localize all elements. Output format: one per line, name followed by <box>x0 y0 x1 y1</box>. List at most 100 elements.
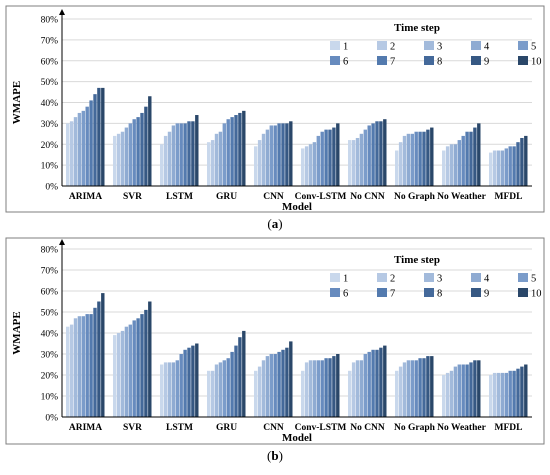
x-axis-label: Model <box>282 201 312 213</box>
bar-arima-step-8 <box>93 94 97 186</box>
legend-label-8: 8 <box>437 57 442 68</box>
x-tick-label: LSTM <box>166 192 193 202</box>
bar-cnn-step-6 <box>273 125 277 186</box>
bar-no-graph-step-3 <box>402 362 407 417</box>
bar-svr-step-4 <box>124 127 129 186</box>
y-tick-label: 30% <box>41 120 59 130</box>
y-axis-arrow <box>59 239 65 245</box>
bar-svr-step-9 <box>144 309 148 417</box>
bar-lstm-step-10 <box>195 343 199 417</box>
bar-mfdl-step-1 <box>489 152 493 186</box>
y-tick-label: 20% <box>41 141 59 151</box>
bar-mfdl-step-3 <box>496 150 501 186</box>
bar-mfdl-step-5 <box>504 372 508 417</box>
bar-no-graph-step-6 <box>414 360 418 417</box>
bar-cnn-step-9 <box>285 123 289 186</box>
legend-label-6: 6 <box>343 289 348 300</box>
y-tick-label: 80% <box>41 16 59 26</box>
bar-lstm-step-4 <box>171 362 176 417</box>
legend-label-5: 5 <box>531 42 536 53</box>
legend-swatch-7 <box>377 56 387 65</box>
bar-svr-step-10 <box>148 301 152 417</box>
legend-swatch-9 <box>471 288 481 297</box>
bar-svr-step-3 <box>120 131 125 186</box>
legend-swatch-1 <box>330 273 340 282</box>
bar-conv-lstm-step-6 <box>320 131 324 186</box>
bar-no-weather-step-1 <box>442 375 446 417</box>
legend-swatch-8 <box>424 288 434 297</box>
bar-arima-step-2 <box>69 121 74 186</box>
bar-no-cnn-step-3 <box>355 360 360 417</box>
bar-lstm-step-5 <box>175 123 179 186</box>
legend-title: Time step <box>394 254 440 266</box>
bar-mfdl-step-6 <box>508 146 512 186</box>
bar-cnn-step-2 <box>257 140 262 186</box>
legend-title: Time step <box>394 22 440 34</box>
bar-no-weather-step-10 <box>477 360 481 417</box>
bar-lstm-step-3 <box>167 362 172 417</box>
bar-cnn-step-7 <box>277 123 281 186</box>
legend-label-1: 1 <box>343 274 348 285</box>
bar-conv-lstm-step-4 <box>312 142 317 186</box>
bar-arima-step-5 <box>81 110 85 186</box>
bar-mfdl-step-8 <box>516 142 520 186</box>
bar-svr-step-3 <box>120 330 125 417</box>
y-tick-label: 0% <box>45 183 58 193</box>
bar-no-weather-step-2 <box>445 146 450 186</box>
bar-lstm-step-7 <box>183 349 187 417</box>
bar-no-graph-step-5 <box>410 133 414 186</box>
bar-no-cnn-step-6 <box>367 351 371 417</box>
x-tick-label: No CNN <box>350 423 385 433</box>
bar-mfdl-step-10 <box>524 364 528 417</box>
bar-no-graph-step-9 <box>426 356 430 417</box>
bar-no-cnn-step-10 <box>383 119 387 186</box>
bar-no-weather-step-6 <box>461 364 465 417</box>
bar-no-cnn-step-2 <box>351 140 356 186</box>
bar-cnn-step-6 <box>273 354 277 417</box>
bar-no-weather-step-1 <box>442 150 446 186</box>
bar-no-graph-step-6 <box>414 131 418 186</box>
bar-no-graph-step-5 <box>410 360 414 417</box>
x-tick-label: ARIMA <box>69 192 102 202</box>
bar-conv-lstm-step-1 <box>301 370 305 417</box>
bar-lstm-step-1 <box>160 364 164 417</box>
legend-label-3: 3 <box>437 274 442 285</box>
legend-label-1: 1 <box>343 42 348 53</box>
bar-mfdl-step-7 <box>512 370 516 417</box>
bar-no-graph-step-2 <box>398 366 403 417</box>
bar-conv-lstm-step-8 <box>328 358 332 417</box>
y-tick-label: 40% <box>41 99 59 109</box>
bar-no-graph-step-8 <box>422 131 426 186</box>
panel-label: (b) <box>267 448 283 463</box>
bar-gru-step-8 <box>234 345 238 417</box>
bar-no-graph-step-3 <box>402 135 407 186</box>
bar-no-cnn-step-2 <box>351 362 356 417</box>
bar-gru-step-1 <box>207 370 211 417</box>
bar-conv-lstm-step-6 <box>320 360 324 417</box>
bar-gru-step-10 <box>242 330 246 417</box>
x-tick-label: No Graph <box>394 423 436 433</box>
y-axis-arrow <box>59 9 65 15</box>
bar-conv-lstm-step-7 <box>324 129 328 186</box>
bar-gru-step-9 <box>238 337 242 417</box>
bar-no-weather-step-4 <box>453 144 458 186</box>
bar-no-weather-step-7 <box>465 364 469 417</box>
bar-conv-lstm-step-5 <box>316 360 320 417</box>
bar-gru-step-4 <box>218 131 223 186</box>
y-tick-label: 60% <box>41 288 59 298</box>
bar-gru-step-10 <box>242 110 246 186</box>
bar-gru-step-8 <box>234 115 238 186</box>
bar-no-cnn-step-4 <box>359 360 364 417</box>
bar-gru-step-5 <box>222 360 226 417</box>
bar-arima-step-7 <box>89 100 93 186</box>
x-tick-label: MFDL <box>495 423 523 433</box>
legend-swatch-6 <box>330 56 340 65</box>
chart-panel-a: 0% 10% 20% 30% 40% 50% 60% 70% 80% Time step 1 2 3 4 5… <box>5 5 545 213</box>
bar-no-cnn-step-10 <box>383 345 387 417</box>
y-tick-label: 40% <box>41 330 59 340</box>
legend-label-7: 7 <box>390 289 395 300</box>
bar-lstm-step-2 <box>163 362 168 417</box>
legend-label-2: 2 <box>390 42 395 53</box>
legend-swatch-8 <box>424 56 434 65</box>
